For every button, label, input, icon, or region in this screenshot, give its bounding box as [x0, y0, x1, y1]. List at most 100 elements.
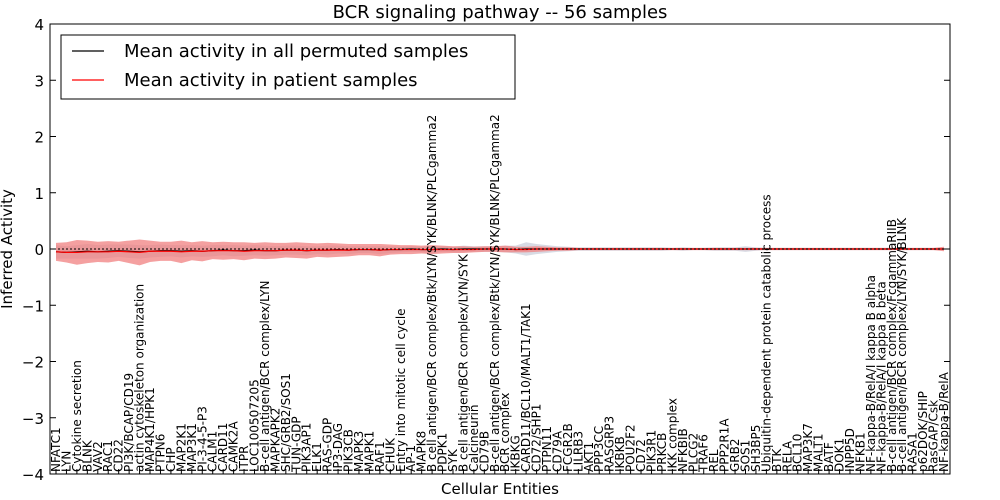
x-tick-label: PTPN11 [540, 426, 554, 472]
band-patient [56, 239, 944, 266]
y-tick-label: 3 [34, 72, 44, 90]
x-tick-label: CD79B [477, 431, 491, 472]
x-tick-label: PPP3CC [592, 426, 606, 472]
bands-layer [56, 239, 944, 266]
x-tick-label: GRB2 [728, 438, 742, 472]
legend-label-patient: Mean activity in patient samples [124, 70, 418, 91]
x-tick-label: CD72/SHP1 [530, 404, 544, 472]
x-tick-label: Calcineurin [467, 405, 481, 472]
x-tick-label: CARD11/BCL10/MALT1/TAK1 [519, 303, 533, 472]
x-tick-label: B-cell antigen/BCR complex/Btk/LYN/SYK/B… [488, 114, 502, 472]
x-tick-label: CD79A [550, 430, 564, 472]
x-tick-label: NF-kappa-B/RelA [937, 371, 951, 472]
x-tick-label: LOC100507205 [247, 379, 261, 472]
x-tick-label: TRAF6 [697, 434, 711, 473]
y-tick-label: 2 [34, 129, 44, 147]
x-tick-label: PTPN6 [153, 434, 167, 472]
legend-label-permuted: Mean activity in all permuted samples [124, 41, 468, 62]
x-tick-label: RASGRP3 [603, 416, 617, 472]
x-tick-label: TUN-GDP [289, 416, 303, 473]
x-tick-label: IKBKB [613, 436, 627, 472]
x-tick-label: IP3-DAG [331, 423, 345, 472]
y-tick-label: 4 [34, 16, 44, 34]
x-tick-label: PI-3-4-5-P3 [195, 406, 209, 472]
x-tick-label: MAPK8 [415, 431, 429, 472]
x-tick-label: BTK [770, 447, 784, 472]
x-tick-label: RAF1 [373, 441, 387, 472]
x-tick-label: BCR complex [498, 393, 512, 472]
legend-box [60, 34, 516, 100]
x-tick-label: IKBKG [509, 435, 523, 472]
x-tick-label: Cytokine secretion [70, 360, 84, 472]
x-tick-label: NFKB1 [853, 432, 867, 472]
x-tick-label: PIK3CB [342, 429, 356, 472]
y-axis-label: Inferred Activity [0, 189, 16, 309]
x-tick-label: RELA [780, 440, 794, 472]
x-tick-label: SH3BP5 [749, 425, 763, 472]
x-tick-label: AP-1 [404, 445, 418, 472]
x-tick-label: CHP [164, 447, 178, 472]
x-tick-label: CALM1 [206, 431, 220, 472]
x-tick-label: IKK complex [665, 398, 679, 472]
x-tick-label: RAC1 [101, 440, 115, 472]
y-tick-label: −1 [22, 297, 44, 315]
x-tick-label: MAP3K1 [185, 423, 199, 472]
x-tick-label: LYN [59, 451, 73, 472]
x-tick-label: B-cell antigen/BCR complex/LYN/SYK/BLNK [895, 217, 909, 472]
x-tick-label: MALT1 [812, 433, 826, 472]
x-tick-label: RAS-GDP [321, 418, 335, 472]
x-tick-label: CHUK [383, 437, 397, 472]
x-tick-label: PRKCB [655, 433, 669, 472]
x-tick-label: PDPK1 [436, 433, 450, 472]
x-tick-label: BATF [822, 442, 836, 472]
x-tick-label: FCGR2B [561, 423, 575, 472]
x-tick-label: MAP3K7 [801, 423, 815, 472]
x-tick-label: RASA1 [906, 432, 920, 472]
x-tick-label: ELK1 [310, 442, 324, 472]
chart-title: BCR signaling pathway -- 56 samples [333, 2, 668, 23]
x-tick-label: INPP5D [843, 428, 857, 472]
x-tick-label: PI3K/BCAP/CD19 [122, 373, 136, 472]
y-tick-label: −2 [22, 354, 44, 372]
x-tick-label: ITPR [237, 446, 251, 472]
x-tick-label: POU2F2 [624, 424, 638, 472]
x-tick-label: DOK1 [833, 438, 847, 472]
y-axis: −4 −3 −2 −1 0 1 2 3 4 [22, 16, 950, 484]
y-tick-label: −3 [22, 410, 44, 428]
x-tick-label: RasGAP/Csk [927, 400, 941, 472]
x-tick-label: p62DOK/SHIP [916, 391, 930, 472]
x-tick-label: NFKBIB [676, 428, 690, 472]
x-tick-label: MAP4K1/HPK1 [143, 387, 157, 472]
x-tick-label: CARD11 [216, 423, 230, 472]
x-tick-label: SHC/GRB2/SOS1 [279, 373, 293, 472]
x-tick-label: CAMK2A [227, 421, 241, 472]
x-tick-label: SOS1 [739, 440, 753, 472]
x-tick-label: PIK3R1 [644, 430, 658, 472]
x-tick-label: AKT1 [582, 442, 596, 472]
x-tick-label: actin cytoskeleton organization [133, 284, 147, 472]
x-tick-label: Entry into mitotic cell cycle [394, 308, 408, 472]
legend: Mean activity in all permuted samples Me… [60, 34, 516, 100]
x-tick-label: PIK3AP1 [300, 423, 314, 472]
x-tick-label: LILRB3 [571, 431, 585, 472]
x-tick-label: B-cell antigen/BCR complex/LYN [258, 280, 272, 472]
x-tick-label: BLNK [80, 439, 94, 472]
y-tick-label: −4 [22, 466, 44, 484]
x-tick-label: MAP2K1 [174, 423, 188, 472]
x-tick-label: B-cell antigen/BCR complex/FcgammaRIIB [885, 219, 899, 472]
x-tick-label: NFATC1 [49, 427, 63, 472]
y-tick-label: 1 [34, 185, 44, 203]
x-tick-label: NF-kappa-B/RelA/I kappa B beta [874, 281, 888, 472]
x-tick-label: SYK [446, 448, 460, 472]
x-tick-label: BCL10 [791, 434, 805, 472]
x-tick-label: PPP2R1A [718, 418, 732, 472]
x-tick-label: B cell antigen/BCR complex/Btk/LYN/SYK/B… [425, 115, 439, 472]
x-tick-label: REL [707, 449, 721, 472]
x-tick-label: CD72 [634, 439, 648, 472]
x-tick-label: MAPK3 [352, 431, 366, 472]
y-tick-label: 0 [34, 241, 44, 259]
x-tick-label: MAPKAPK2 [268, 408, 282, 472]
x-axis-label: Cellular Entities [441, 480, 559, 498]
